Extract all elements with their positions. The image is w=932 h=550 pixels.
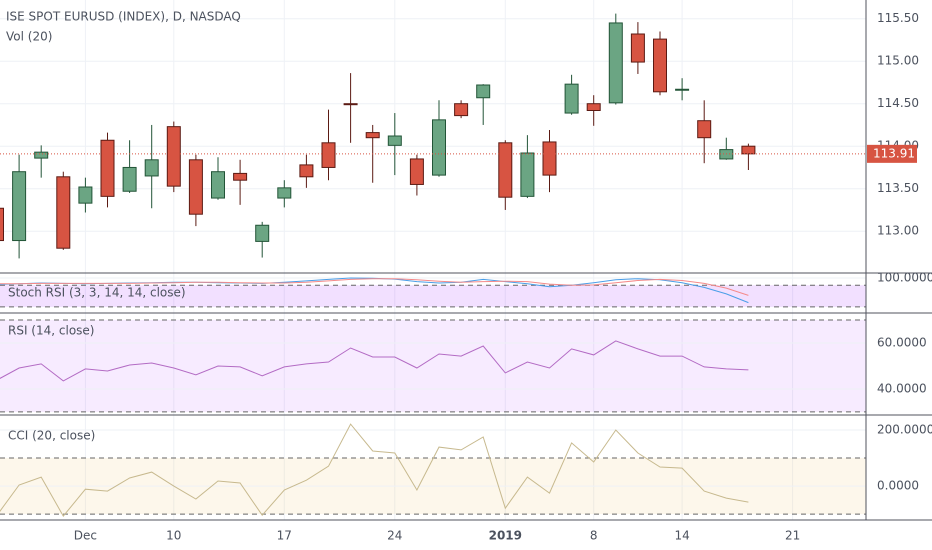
last-price-box xyxy=(867,144,917,163)
candle-body xyxy=(255,224,270,242)
y-tick-label: 113.00 xyxy=(877,224,919,238)
pane-title: Stoch RSI (3, 3, 14, 14, close) xyxy=(8,286,186,300)
volume-label: Vol (20) xyxy=(6,30,52,44)
candle-body xyxy=(520,152,535,197)
candle-body xyxy=(741,145,756,155)
candle-body xyxy=(166,126,181,187)
x-tick-label: 21 xyxy=(785,529,800,543)
y-tick-label: 200.0000 xyxy=(877,423,932,437)
pane-title: CCI (20, close) xyxy=(8,429,95,443)
x-tick-label: 17 xyxy=(277,529,292,543)
x-tick-label: 14 xyxy=(674,529,689,543)
marks xyxy=(0,13,866,517)
band-fill xyxy=(0,285,866,307)
candle-body xyxy=(100,139,115,197)
candle-body xyxy=(122,166,137,192)
y-tick-label: 60.0000 xyxy=(877,335,927,349)
candle-body xyxy=(144,159,159,177)
chart-title: ISE SPOT EURUSD (INDEX), D, NASDAQ xyxy=(6,10,241,24)
candle-body xyxy=(498,142,513,198)
candle-body xyxy=(12,171,27,242)
candle-body xyxy=(211,171,225,199)
candle-body xyxy=(299,164,314,178)
candle-body xyxy=(343,103,358,106)
candle-body xyxy=(321,142,336,168)
candle-body xyxy=(697,120,712,139)
x-tick-label: 24 xyxy=(387,529,402,543)
candle-body xyxy=(653,38,667,93)
candle-body xyxy=(56,176,71,249)
candle-body xyxy=(630,33,645,63)
candle-body xyxy=(454,103,469,117)
indicator-line xyxy=(0,340,749,382)
candle-body xyxy=(78,186,93,204)
y-tick-label: 114.50 xyxy=(877,96,919,110)
candle-body xyxy=(586,103,601,111)
indicator-line xyxy=(0,278,749,296)
candle-body xyxy=(608,22,623,104)
pane-title: RSI (14, close) xyxy=(8,324,94,338)
y-tick-label: 115.50 xyxy=(877,11,919,25)
x-tick-label: Dec xyxy=(74,529,97,543)
candle-body xyxy=(675,88,690,91)
candle-body xyxy=(542,141,557,176)
candle-body xyxy=(188,159,203,215)
indicator-line xyxy=(0,423,749,517)
candle-body xyxy=(476,84,491,99)
candle-body xyxy=(387,135,402,146)
last-price-label: 113.91 xyxy=(873,146,915,160)
candle-body xyxy=(34,151,49,159)
candle-body xyxy=(0,207,4,242)
x-tick-label: 10 xyxy=(166,529,181,543)
grid xyxy=(0,0,866,520)
labels: ISE SPOT EURUSD (INDEX), D, NASDAQ Vol (… xyxy=(6,10,932,543)
x-tick-label: 2019 xyxy=(489,529,522,543)
candle-body xyxy=(564,83,579,114)
candle-body xyxy=(409,158,424,185)
candle-body xyxy=(365,132,380,139)
y-tick-label: 115.00 xyxy=(877,54,919,68)
y-tick-label: 40.0000 xyxy=(877,381,927,395)
y-tick-label: 100.0000 xyxy=(877,270,932,284)
y-tick-label: 0.0000 xyxy=(877,479,919,493)
candle-body xyxy=(233,172,248,181)
band-fill xyxy=(0,319,866,412)
x-tick-label: 8 xyxy=(590,529,598,543)
y-tick-label: 113.50 xyxy=(877,181,919,195)
candle-body xyxy=(432,119,446,176)
candle-body xyxy=(277,187,292,199)
